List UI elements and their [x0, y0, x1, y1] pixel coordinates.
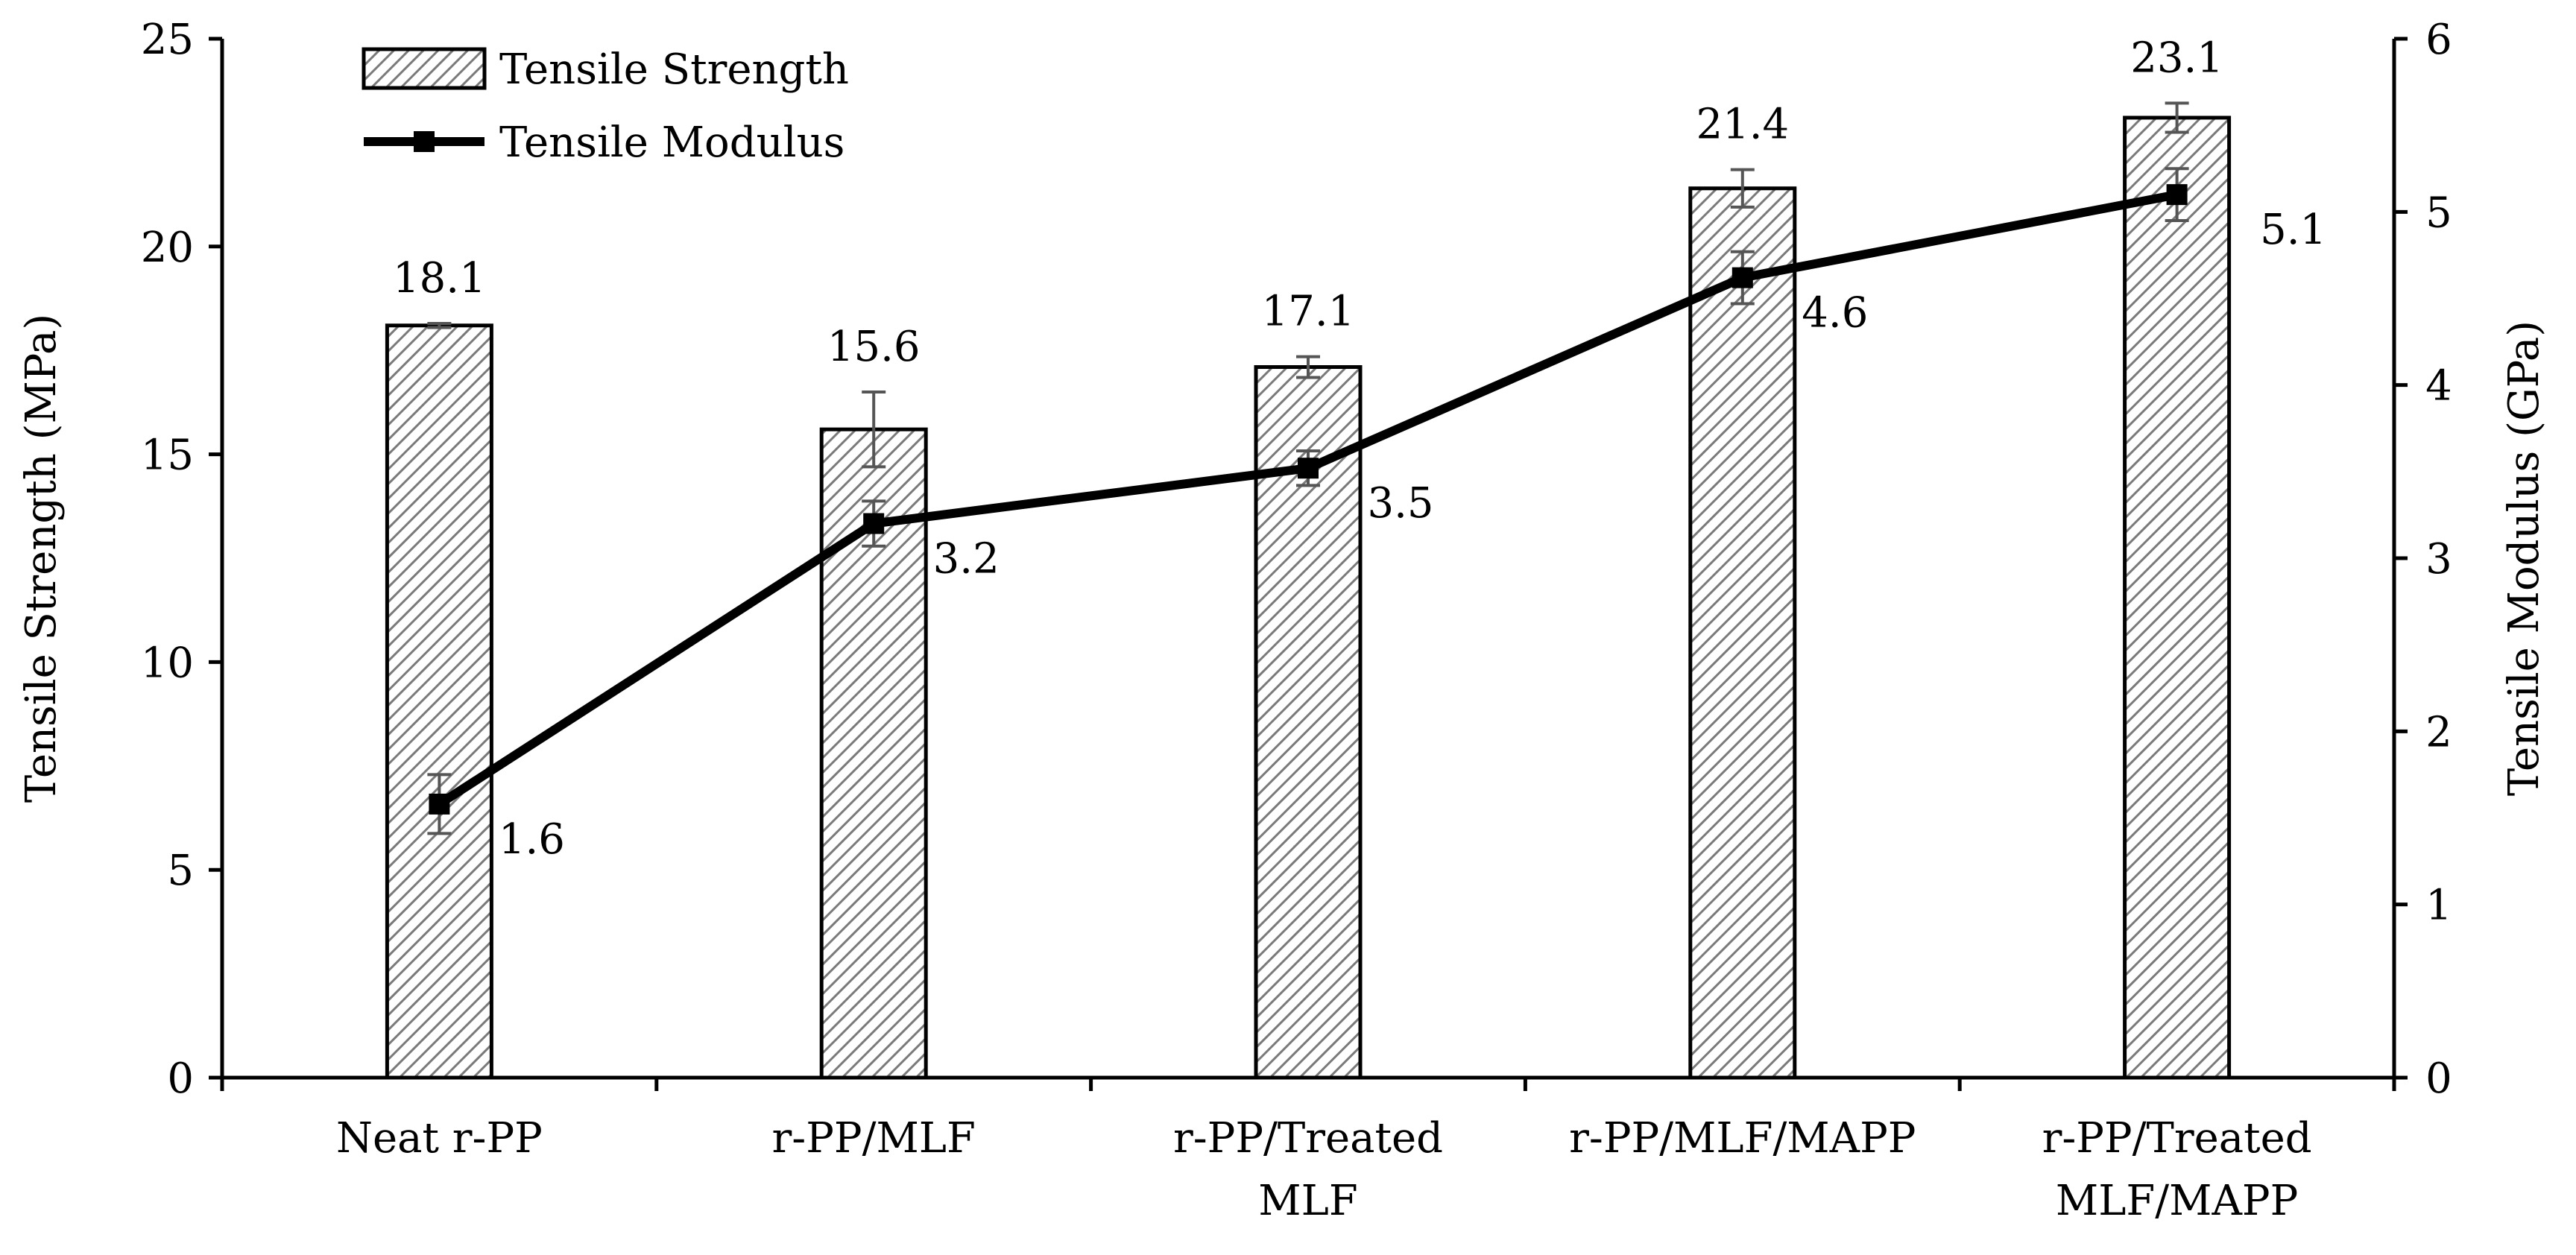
y-tick-label-right-5: 5 [2425, 189, 2452, 237]
x-tick-label-4: r-PP/MLF/MAPP [1569, 1114, 1916, 1163]
bar-4 [1688, 186, 1797, 1080]
bar-error-2 [862, 390, 886, 469]
bar-label-4: 21.4 [1696, 101, 1789, 149]
bar-label-5: 23.1 [2130, 34, 2223, 82]
y-tick-label-right-0: 0 [2425, 1055, 2452, 1103]
y-tick-label-left-10: 10 [141, 639, 194, 687]
bar-label-2: 15.6 [827, 323, 921, 371]
modulus-label-2: 3.2 [933, 535, 1000, 584]
legend: Tensile Strength Tensile Modulus [362, 45, 849, 167]
x-tick-label-2: r-PP/MLF [772, 1114, 976, 1163]
modulus-marker-4 [1731, 267, 1753, 288]
modulus-label-4: 4.6 [1802, 289, 1868, 338]
bar-5 [2123, 116, 2232, 1080]
modulus-label-1: 1.6 [499, 815, 565, 864]
bar-label-1: 18.1 [393, 254, 486, 303]
y-tick-label-left-5: 5 [167, 847, 194, 895]
y-axis-title-left: Tensile Strength (MPa) [17, 314, 66, 803]
y-tick-label-right-2: 2 [2425, 708, 2452, 756]
y-tick-label-left-25: 25 [141, 16, 194, 64]
bar-1 [385, 323, 493, 1080]
bar-error-1 [427, 321, 452, 329]
x-tick-label-3: r-PP/Treated [1173, 1114, 1443, 1163]
bar-label-3: 17.1 [1262, 288, 1355, 336]
modulus-label-3: 3.5 [1367, 479, 1433, 528]
y-tick-label-right-1: 1 [2425, 882, 2452, 930]
legend-swatch-marker [414, 131, 435, 152]
y-tick-label-right-3: 3 [2425, 535, 2452, 584]
bar-error-3 [1296, 355, 1320, 379]
modulus-marker-5 [2166, 184, 2188, 206]
legend-swatch-bars [362, 47, 487, 90]
modulus-marker-1 [429, 793, 450, 815]
y-tick-label-right-4: 4 [2425, 362, 2452, 411]
legend-label-bars: Tensile Strength [499, 45, 849, 94]
x-tick-label-5: MLF/MAPP [2056, 1177, 2298, 1225]
y-tick-label-right-6: 6 [2425, 16, 2452, 64]
modulus-marker-3 [1298, 458, 1319, 479]
y-tick-label-left-15: 15 [141, 431, 194, 480]
legend-label-line: Tensile Modulus [499, 118, 845, 167]
y-axis-title-right: Tensile Modulus (GPa) [2500, 320, 2548, 796]
bar-error-4 [1730, 168, 1755, 209]
modulus-marker-2 [863, 513, 885, 534]
modulus-label-5: 5.1 [2260, 206, 2326, 254]
bar-error-5 [2165, 101, 2189, 134]
y-tick-label-left-0: 0 [167, 1055, 194, 1103]
y-tick-label-left-20: 20 [141, 224, 194, 272]
x-tick-label-3: MLF [1258, 1177, 1357, 1225]
x-tick-label-5: r-PP/Treated [2042, 1114, 2312, 1163]
x-tick-label-1: Neat r-PP [336, 1114, 543, 1163]
